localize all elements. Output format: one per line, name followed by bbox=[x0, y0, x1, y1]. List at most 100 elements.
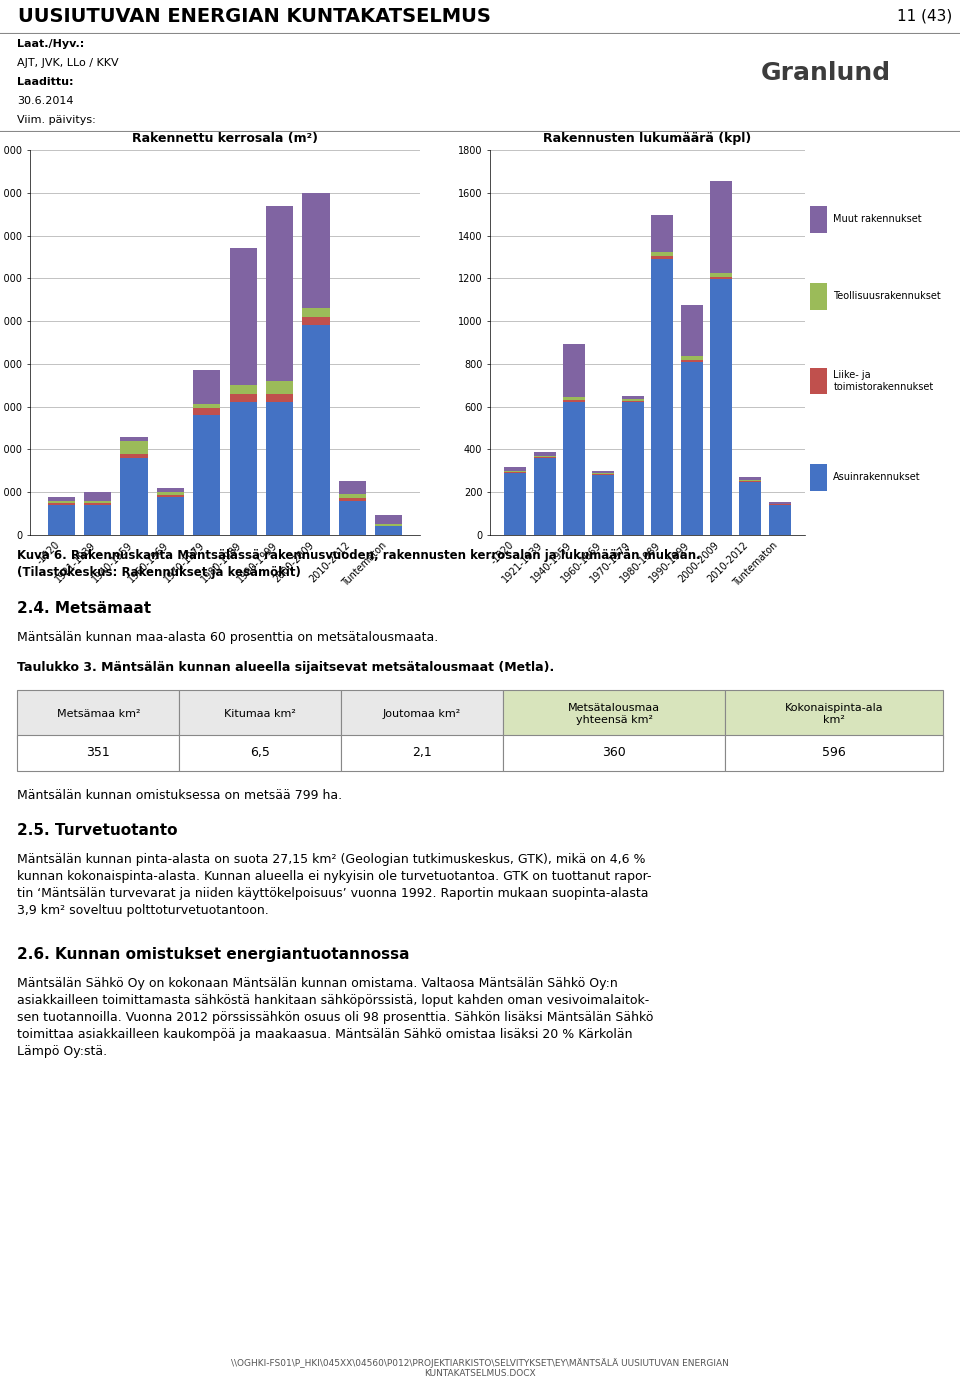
Bar bbox=[193, 415, 221, 535]
Bar bbox=[48, 506, 75, 535]
Bar bbox=[725, 690, 943, 739]
Bar bbox=[48, 500, 75, 503]
Bar bbox=[564, 344, 585, 397]
Bar bbox=[681, 356, 703, 359]
Bar bbox=[266, 394, 293, 402]
Text: 351: 351 bbox=[86, 746, 110, 759]
Bar bbox=[302, 326, 329, 535]
Bar bbox=[681, 362, 703, 535]
Bar bbox=[504, 474, 526, 535]
Bar bbox=[592, 471, 614, 474]
Bar bbox=[622, 400, 644, 401]
Bar bbox=[156, 496, 184, 535]
Bar bbox=[266, 205, 293, 381]
Bar bbox=[739, 482, 761, 535]
Text: Metsämaa km²: Metsämaa km² bbox=[57, 710, 140, 719]
Bar bbox=[622, 401, 644, 402]
Bar bbox=[769, 506, 791, 535]
Bar bbox=[156, 495, 184, 496]
Bar bbox=[769, 502, 791, 504]
Bar bbox=[339, 500, 366, 535]
Bar bbox=[681, 305, 703, 356]
Text: 2.4. Metsämaat: 2.4. Metsämaat bbox=[17, 601, 152, 616]
Bar bbox=[120, 441, 148, 454]
Bar bbox=[564, 401, 585, 402]
Title: Rakennettu kerrosala (m²): Rakennettu kerrosala (m²) bbox=[132, 131, 318, 145]
Text: AJT, JVK, LLo / KKV: AJT, JVK, LLo / KKV bbox=[17, 57, 119, 68]
Bar bbox=[193, 408, 221, 415]
Bar bbox=[266, 381, 293, 394]
Bar bbox=[592, 475, 614, 535]
Text: Kokonaispinta-ala
km²: Kokonaispinta-ala km² bbox=[784, 704, 883, 725]
Bar bbox=[651, 258, 673, 535]
Text: 596: 596 bbox=[822, 746, 846, 759]
Text: 6,5: 6,5 bbox=[251, 746, 270, 759]
Bar bbox=[534, 451, 556, 455]
Text: Liike- ja
toimistorakennukset: Liike- ja toimistorakennukset bbox=[833, 370, 934, 391]
Bar bbox=[17, 690, 180, 739]
Text: Mäntsälän kunnan maa-alasta 60 prosenttia on metsätalousmaata.: Mäntsälän kunnan maa-alasta 60 prosentti… bbox=[17, 631, 439, 644]
Text: Kitumaa km²: Kitumaa km² bbox=[225, 710, 296, 719]
Bar bbox=[120, 458, 148, 535]
Bar bbox=[341, 735, 503, 771]
Bar bbox=[339, 499, 366, 500]
Text: UUSIUTUVAN ENERGIAN KUNTAKATSELMUS: UUSIUTUVAN ENERGIAN KUNTAKATSELMUS bbox=[18, 7, 491, 25]
Text: Taulukko 3. Mäntsälän kunnan alueella sijaitsevat metsätalousmaat (Metla).: Taulukko 3. Mäntsälän kunnan alueella si… bbox=[17, 661, 555, 673]
Bar bbox=[302, 317, 329, 326]
Bar bbox=[120, 437, 148, 441]
Bar bbox=[725, 735, 943, 771]
FancyBboxPatch shape bbox=[810, 367, 827, 394]
Text: 360: 360 bbox=[602, 746, 626, 759]
Text: 30.6.2014: 30.6.2014 bbox=[17, 96, 74, 106]
Bar bbox=[229, 402, 257, 535]
Bar bbox=[534, 458, 556, 535]
Text: Kuva 6. Rakennuskanta Mäntsälässä rakennusvuoden, rakennusten kerrosalan ja luku: Kuva 6. Rakennuskanta Mäntsälässä rakenn… bbox=[17, 549, 701, 562]
Text: Mäntsälän kunnan omistuksessa on metsää 799 ha.: Mäntsälän kunnan omistuksessa on metsää … bbox=[17, 789, 343, 802]
Bar bbox=[375, 515, 402, 524]
Bar bbox=[339, 481, 366, 495]
Bar bbox=[651, 251, 673, 256]
Bar bbox=[564, 402, 585, 535]
Bar bbox=[84, 506, 111, 535]
Text: Teollisuusrakennukset: Teollisuusrakennukset bbox=[833, 292, 941, 302]
Text: Viim. päivitys:: Viim. päivitys: bbox=[17, 116, 96, 126]
Bar bbox=[302, 193, 329, 309]
Bar bbox=[709, 272, 732, 277]
FancyBboxPatch shape bbox=[810, 282, 827, 310]
Bar bbox=[156, 488, 184, 492]
Bar bbox=[681, 359, 703, 362]
Text: Metsätalousmaa
yhteensä km²: Metsätalousmaa yhteensä km² bbox=[568, 704, 660, 725]
Bar bbox=[622, 402, 644, 535]
Bar bbox=[739, 478, 761, 479]
Bar bbox=[266, 402, 293, 535]
Bar bbox=[709, 277, 732, 279]
Bar bbox=[48, 503, 75, 506]
Bar bbox=[302, 309, 329, 317]
Bar bbox=[229, 394, 257, 402]
Bar bbox=[84, 492, 111, 500]
Bar bbox=[84, 503, 111, 506]
Text: 2,1: 2,1 bbox=[412, 746, 432, 759]
Bar bbox=[84, 500, 111, 503]
Bar bbox=[504, 467, 526, 471]
Text: \\OGHKI-FS01\P_HKI\045XX\04560\P012\PROJEKTIARKISTO\SELVITYKSET\EY\MÄNTSÄLÄ UUSI: \\OGHKI-FS01\P_HKI\045XX\04560\P012\PROJ… bbox=[231, 1358, 729, 1379]
Text: Granlund: Granlund bbox=[760, 60, 891, 84]
Text: Asuinrakennukset: Asuinrakennukset bbox=[833, 472, 921, 482]
Bar bbox=[229, 386, 257, 394]
Text: Muut rakennukset: Muut rakennukset bbox=[833, 214, 922, 225]
Bar bbox=[709, 182, 732, 272]
Text: 2.6. Kunnan omistukset energiantuotannossa: 2.6. Kunnan omistukset energiantuotannos… bbox=[17, 947, 410, 963]
Bar bbox=[341, 690, 503, 739]
Text: Mäntsälän kunnan pinta-alasta on suota 27,15 km² (Geologian tutkimuskeskus, GTK): Mäntsälän kunnan pinta-alasta on suota 2… bbox=[17, 852, 652, 916]
Text: 2.5. Turvetuotanto: 2.5. Turvetuotanto bbox=[17, 823, 178, 838]
Text: Laat./Hyv.:: Laat./Hyv.: bbox=[17, 39, 84, 49]
Bar bbox=[180, 735, 341, 771]
Bar bbox=[339, 495, 366, 499]
Bar bbox=[651, 256, 673, 258]
Bar bbox=[48, 496, 75, 500]
Bar bbox=[180, 690, 341, 739]
Bar bbox=[503, 735, 725, 771]
Bar bbox=[17, 735, 180, 771]
Text: Laadittu:: Laadittu: bbox=[17, 77, 74, 87]
Text: (Tilastokeskus: Rakennukset ja kesämökit): (Tilastokeskus: Rakennukset ja kesämökit… bbox=[17, 566, 301, 578]
